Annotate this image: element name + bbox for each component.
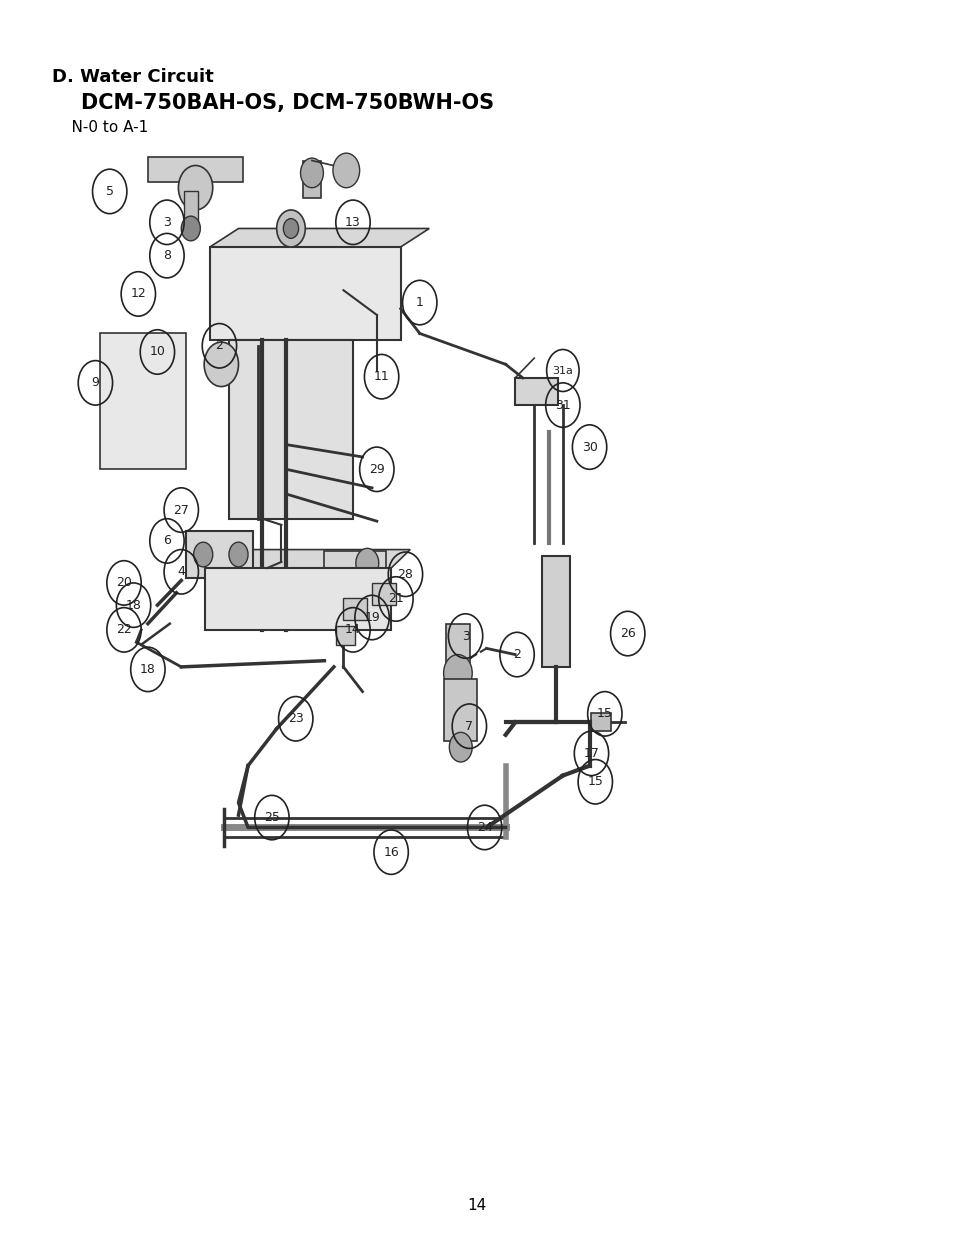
Bar [541, 556, 570, 667]
Text: 8: 8 [163, 249, 171, 262]
Text: 21: 21 [388, 593, 403, 605]
Text: 17: 17 [583, 747, 598, 760]
Bar [205, 568, 391, 630]
Bar [443, 679, 476, 741]
Text: 2: 2 [215, 340, 223, 352]
Text: 22: 22 [116, 624, 132, 636]
Circle shape [229, 542, 248, 567]
Bar [591, 713, 610, 731]
Text: 6: 6 [163, 535, 171, 547]
Text: D. Water Circuit: D. Water Circuit [52, 68, 214, 86]
Text: 14: 14 [467, 1198, 486, 1213]
Bar [515, 378, 558, 405]
Bar [100, 333, 186, 469]
Text: 5: 5 [106, 185, 113, 198]
Text: 4: 4 [177, 566, 185, 578]
Bar [324, 551, 386, 576]
Bar [303, 161, 320, 198]
Circle shape [276, 210, 305, 247]
Circle shape [300, 158, 323, 188]
Text: 31: 31 [555, 399, 570, 411]
Circle shape [178, 165, 213, 210]
Text: 27: 27 [173, 504, 189, 516]
Circle shape [355, 548, 378, 578]
Text: 18: 18 [126, 599, 141, 611]
Bar [335, 626, 355, 645]
Bar [343, 598, 367, 620]
Bar [186, 531, 253, 578]
Text: 1: 1 [416, 296, 423, 309]
Text: 10: 10 [150, 346, 165, 358]
Bar [229, 340, 353, 519]
Text: 18: 18 [140, 663, 155, 676]
Text: 26: 26 [619, 627, 635, 640]
Circle shape [181, 216, 200, 241]
Circle shape [333, 153, 359, 188]
Text: 12: 12 [131, 288, 146, 300]
Text: 24: 24 [476, 821, 492, 834]
Circle shape [193, 542, 213, 567]
Bar [210, 247, 400, 340]
Text: 14: 14 [345, 624, 360, 636]
Text: 23: 23 [288, 713, 303, 725]
Text: 25: 25 [264, 811, 279, 824]
Circle shape [283, 219, 298, 238]
Text: 3: 3 [163, 216, 171, 228]
Text: 3: 3 [461, 630, 469, 642]
Text: 28: 28 [397, 568, 413, 580]
Text: 15: 15 [587, 776, 602, 788]
Text: 15: 15 [597, 708, 612, 720]
Text: 20: 20 [116, 577, 132, 589]
Text: 31a: 31a [552, 366, 573, 375]
Bar [184, 191, 198, 222]
Circle shape [204, 342, 238, 387]
Text: 2: 2 [513, 648, 520, 661]
Bar [446, 624, 470, 673]
Polygon shape [210, 228, 429, 247]
Text: 7: 7 [465, 720, 473, 732]
Text: 16: 16 [383, 846, 398, 858]
Text: 11: 11 [374, 370, 389, 383]
Bar [372, 583, 395, 605]
Text: 13: 13 [345, 216, 360, 228]
Circle shape [449, 732, 472, 762]
Bar [148, 157, 243, 182]
Text: 29: 29 [369, 463, 384, 475]
Text: N-0 to A-1: N-0 to A-1 [52, 120, 149, 135]
Text: 30: 30 [581, 441, 597, 453]
Text: DCM-750BAH-OS, DCM-750BWH-OS: DCM-750BAH-OS, DCM-750BWH-OS [52, 93, 494, 112]
Text: 19: 19 [364, 611, 379, 624]
Polygon shape [205, 550, 410, 568]
Circle shape [443, 655, 472, 692]
Text: 9: 9 [91, 377, 99, 389]
